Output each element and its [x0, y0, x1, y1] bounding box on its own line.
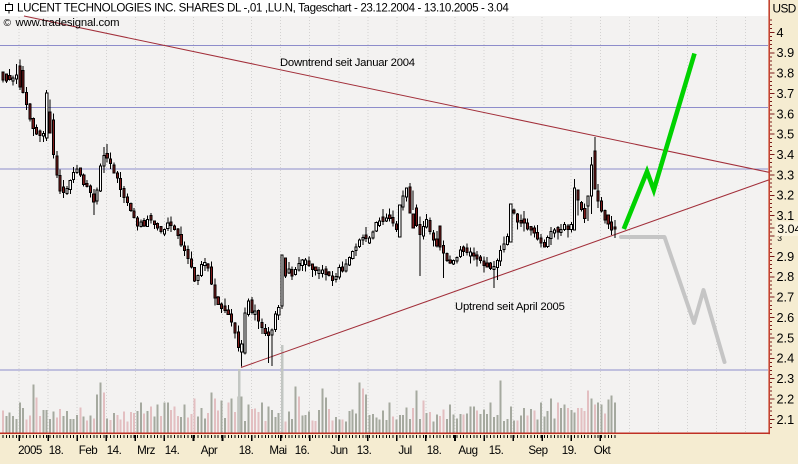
- svg-text:2.1: 2.1: [777, 413, 795, 427]
- svg-text:2.4: 2.4: [777, 352, 795, 366]
- svg-text:3.4: 3.4: [777, 148, 795, 162]
- svg-text:3.5: 3.5: [777, 128, 795, 142]
- svg-text:18.: 18.: [427, 444, 442, 457]
- svg-text:Sep: Sep: [528, 444, 547, 457]
- svg-text:18.: 18.: [239, 444, 254, 457]
- svg-text:3.7: 3.7: [777, 87, 795, 101]
- svg-text:Apr: Apr: [201, 444, 218, 457]
- svg-text:3.2: 3.2: [777, 189, 795, 203]
- svg-text:Mai: Mai: [269, 444, 286, 457]
- svg-text:2.2: 2.2: [777, 392, 795, 406]
- svg-text:2.6: 2.6: [777, 311, 795, 325]
- svg-text:2005: 2005: [18, 444, 42, 457]
- svg-text:3.04: 3.04: [777, 222, 798, 236]
- svg-text:Feb: Feb: [79, 444, 98, 457]
- svg-text:15.: 15.: [489, 444, 504, 457]
- svg-text:2.5: 2.5: [777, 331, 795, 345]
- svg-text:Downtrend seit Januar 2004: Downtrend seit Januar 2004: [280, 57, 415, 69]
- svg-text:3.6: 3.6: [777, 107, 795, 121]
- svg-text:Okt: Okt: [594, 444, 612, 457]
- svg-text:16.: 16.: [295, 444, 310, 457]
- svg-text:Jul: Jul: [398, 444, 411, 457]
- svg-text:2.9: 2.9: [777, 250, 795, 264]
- svg-text:3.3: 3.3: [777, 168, 795, 182]
- svg-text:Mrz: Mrz: [137, 444, 156, 457]
- svg-text:14.: 14.: [165, 444, 180, 457]
- svg-text:4: 4: [777, 26, 784, 40]
- svg-text:18.: 18.: [49, 444, 64, 457]
- svg-text:Aug: Aug: [458, 444, 477, 457]
- svg-text:3.8: 3.8: [777, 67, 795, 81]
- svg-text:14.: 14.: [107, 444, 122, 457]
- svg-text:2.3: 2.3: [777, 372, 795, 386]
- svg-text:3.9: 3.9: [777, 46, 795, 60]
- svg-text:2.8: 2.8: [777, 270, 795, 284]
- svg-text:2.7: 2.7: [777, 291, 795, 305]
- svg-text:www.tradesignal.com: www.tradesignal.com: [15, 17, 120, 29]
- svg-text:USD: USD: [773, 1, 796, 15]
- svg-text:©: ©: [4, 18, 12, 29]
- svg-text:Uptrend seit April 2005: Uptrend seit April 2005: [455, 301, 565, 313]
- svg-text:13.: 13.: [357, 444, 372, 457]
- svg-text:19.: 19.: [562, 444, 577, 457]
- svg-text:LUCENT TECHNOLOGIES INC. SHARE: LUCENT TECHNOLOGIES INC. SHARES DL -,01 …: [17, 1, 509, 14]
- svg-text:Jun: Jun: [330, 444, 347, 457]
